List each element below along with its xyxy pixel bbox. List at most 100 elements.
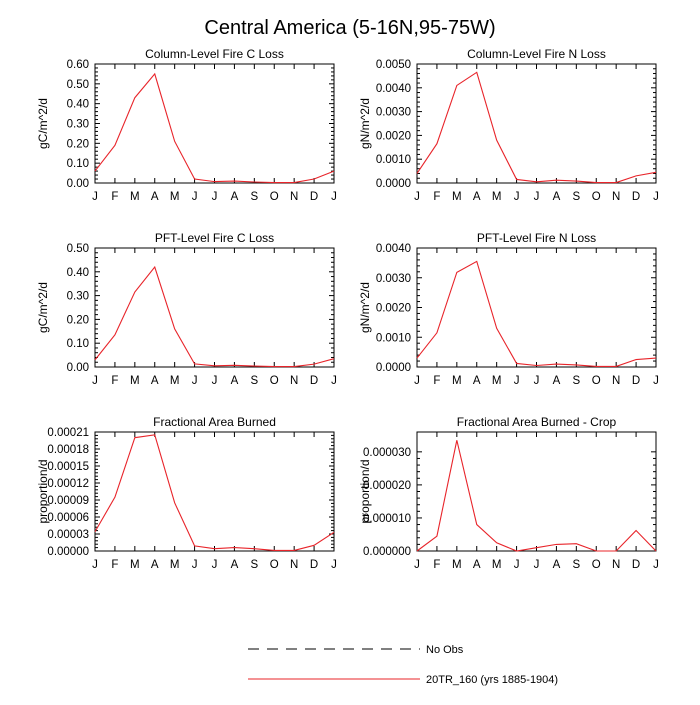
x-tick-label: N xyxy=(612,375,620,387)
x-tick-label: M xyxy=(170,375,180,387)
x-tick-label: J xyxy=(653,559,659,571)
x-tick-label: N xyxy=(612,559,620,571)
x-tick-label: J xyxy=(92,191,98,203)
x-tick-label: M xyxy=(130,375,140,387)
y-axis-label: proportion/d xyxy=(36,459,50,523)
y-tick-label: 0.000020 xyxy=(363,480,411,492)
y-tick-label: 0.00015 xyxy=(47,461,89,473)
y-tick-label: 0.40 xyxy=(67,267,89,279)
y-tick-label: 0.0040 xyxy=(376,243,411,255)
x-tick-label: J xyxy=(534,375,540,387)
x-tick-label: F xyxy=(433,559,440,571)
x-tick-label: N xyxy=(290,559,298,571)
panel-title: Column-Level Fire C Loss xyxy=(145,47,284,61)
x-tick-label: D xyxy=(632,375,640,387)
y-tick-label: 0.000000 xyxy=(363,546,411,558)
series-line-1 xyxy=(94,434,335,551)
x-tick-label: J xyxy=(534,559,540,571)
x-tick-label: A xyxy=(151,191,159,203)
x-tick-label: O xyxy=(270,559,279,571)
x-tick-label: S xyxy=(250,375,258,387)
x-tick-label: F xyxy=(433,375,440,387)
x-tick-label: J xyxy=(414,375,420,387)
y-tick-label: 0.00021 xyxy=(47,427,89,439)
y-tick-label: 0.40 xyxy=(67,99,89,111)
x-tick-label: J xyxy=(331,375,337,387)
x-tick-label: A xyxy=(553,559,561,571)
x-tick-label: M xyxy=(170,559,180,571)
x-tick-label: D xyxy=(632,191,640,203)
panel-title: Column-Level Fire N Loss xyxy=(467,47,606,61)
x-tick-label: N xyxy=(290,375,298,387)
x-tick-label: M xyxy=(492,559,502,571)
series-line-1 xyxy=(94,72,335,184)
x-tick-label: S xyxy=(572,375,580,387)
y-tick-label: 0.00012 xyxy=(47,478,89,490)
y-tick-label: 0.10 xyxy=(67,338,89,350)
x-tick-label: J xyxy=(212,375,218,387)
x-tick-label: J xyxy=(192,375,198,387)
x-tick-label: N xyxy=(612,191,620,203)
y-tick-label: 0.50 xyxy=(67,243,89,255)
y-tick-label: 0.20 xyxy=(67,314,89,326)
y-tick-label: 0.0020 xyxy=(376,130,411,142)
x-tick-label: A xyxy=(473,375,481,387)
x-tick-label: S xyxy=(250,559,258,571)
y-tick-label: 0.00 xyxy=(67,362,89,374)
x-tick-label: A xyxy=(473,191,481,203)
x-tick-label: S xyxy=(572,559,580,571)
x-tick-label: D xyxy=(310,559,318,571)
plot-frame xyxy=(94,247,335,368)
x-tick-label: J xyxy=(653,375,659,387)
y-tick-label: 0.20 xyxy=(67,138,89,150)
x-tick-label: M xyxy=(492,191,502,203)
panel-title: PFT-Level Fire N Loss xyxy=(477,231,596,245)
x-tick-label: O xyxy=(592,559,601,571)
x-tick-label: A xyxy=(553,191,561,203)
main-title: Central America (5-16N,95-75W) xyxy=(204,17,495,39)
series-line-1 xyxy=(416,71,657,184)
y-axis-label: gN/m^2/d xyxy=(358,98,372,149)
x-tick-label: A xyxy=(231,559,239,571)
x-tick-label: O xyxy=(270,375,279,387)
y-tick-label: 0.00009 xyxy=(47,495,89,507)
y-tick-label: 0.00003 xyxy=(47,529,89,541)
x-tick-label: J xyxy=(212,191,218,203)
x-tick-label: J xyxy=(92,559,98,571)
x-tick-label: M xyxy=(130,559,140,571)
x-tick-label: J xyxy=(192,559,198,571)
x-tick-label: F xyxy=(433,191,440,203)
x-tick-label: F xyxy=(111,559,118,571)
legend-model-label: 20TR_160 (yrs 1885-1904) xyxy=(426,674,558,686)
x-tick-label: A xyxy=(553,375,561,387)
x-tick-label: D xyxy=(632,559,640,571)
panel-title: PFT-Level Fire C Loss xyxy=(155,231,274,245)
y-tick-label: 0.0050 xyxy=(376,59,411,71)
y-tick-label: 0.60 xyxy=(67,59,89,71)
x-tick-label: M xyxy=(452,191,462,203)
series-line-1 xyxy=(94,265,335,368)
y-tick-label: 0.00006 xyxy=(47,512,89,524)
y-axis-label: gC/m^2/d xyxy=(36,282,50,333)
y-tick-label: 0.00 xyxy=(67,178,89,190)
plot-frame xyxy=(94,63,335,184)
x-tick-label: A xyxy=(473,559,481,571)
y-tick-label: 0.30 xyxy=(67,119,89,131)
x-tick-label: J xyxy=(192,191,198,203)
x-tick-label: F xyxy=(111,191,118,203)
x-tick-label: J xyxy=(331,559,337,571)
y-tick-label: 0.0000 xyxy=(376,178,411,190)
plot-frame xyxy=(416,247,657,368)
x-tick-label: J xyxy=(534,191,540,203)
x-tick-label: J xyxy=(653,191,659,203)
y-tick-label: 0.0030 xyxy=(376,107,411,119)
x-tick-label: A xyxy=(231,191,239,203)
x-tick-label: M xyxy=(492,375,502,387)
x-tick-label: M xyxy=(452,559,462,571)
